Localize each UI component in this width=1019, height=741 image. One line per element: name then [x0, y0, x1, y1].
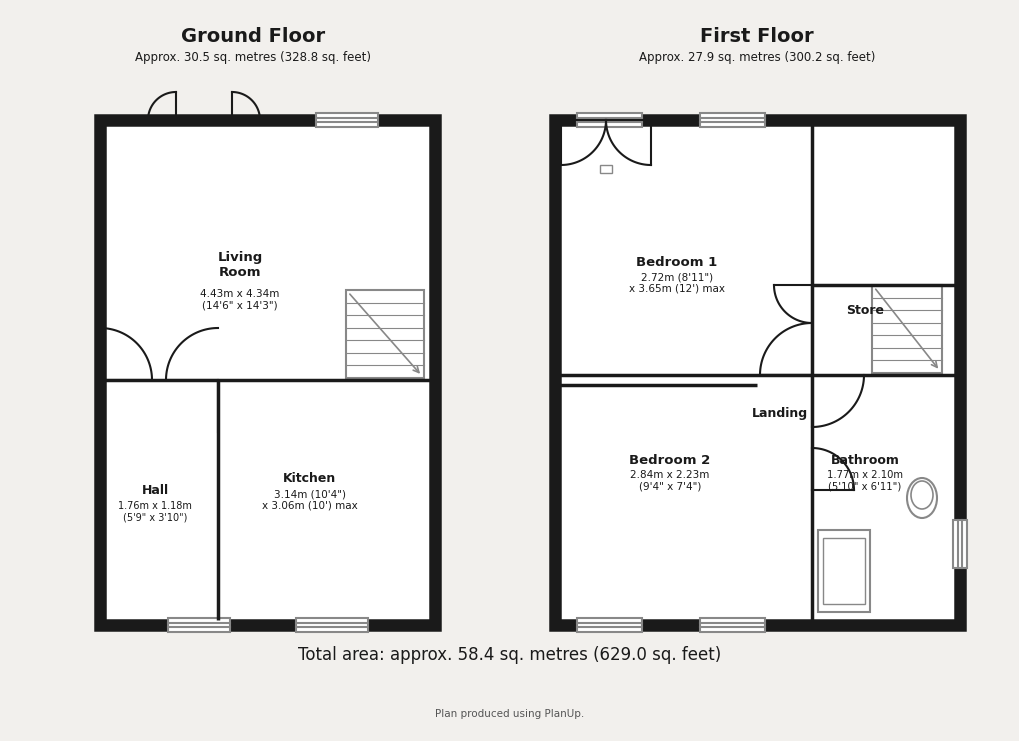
Bar — [345, 290, 424, 378]
Text: Total area: approx. 58.4 sq. metres (629.0 sq. feet): Total area: approx. 58.4 sq. metres (629… — [299, 646, 720, 664]
Text: Bedroom 1: Bedroom 1 — [636, 256, 717, 268]
Text: Ground Floor: Ground Floor — [180, 27, 325, 47]
Text: Approx. 30.5 sq. metres (328.8 sq. feet): Approx. 30.5 sq. metres (328.8 sq. feet) — [135, 52, 371, 64]
Text: 1.76m x 1.18m
(5'9" x 3'10"): 1.76m x 1.18m (5'9" x 3'10") — [118, 501, 192, 523]
Text: 2.84m x 2.23m
(9'4" x 7'4"): 2.84m x 2.23m (9'4" x 7'4") — [630, 471, 709, 492]
Bar — [871, 285, 942, 373]
Text: Living
Room: Living Room — [217, 251, 262, 279]
Text: First Floor: First Floor — [699, 27, 813, 47]
Text: 3.14m (10'4")
x 3.06m (10') max: 3.14m (10'4") x 3.06m (10') max — [262, 489, 358, 511]
Bar — [699, 618, 764, 632]
Ellipse shape — [906, 478, 936, 518]
Bar — [817, 530, 869, 612]
Text: Landing: Landing — [751, 407, 807, 419]
Text: Bedroom 2: Bedroom 2 — [629, 453, 710, 467]
Text: 4.43m x 4.34m
(14'6" x 14'3"): 4.43m x 4.34m (14'6" x 14'3") — [200, 289, 279, 310]
Bar — [577, 113, 641, 127]
Bar — [599, 165, 611, 173]
Bar — [822, 538, 864, 604]
Text: Hall: Hall — [142, 483, 168, 496]
Bar — [100, 120, 434, 625]
Bar — [316, 113, 378, 127]
Bar — [554, 120, 959, 625]
Bar — [699, 113, 764, 127]
Text: 2.72m (8'11")
x 3.65m (12') max: 2.72m (8'11") x 3.65m (12') max — [629, 272, 725, 293]
Text: 1.77m x 2.10m
(5'10" x 6'11"): 1.77m x 2.10m (5'10" x 6'11") — [826, 471, 902, 492]
Bar — [577, 618, 641, 632]
Text: Store: Store — [845, 304, 883, 316]
Text: Bathroom: Bathroom — [829, 453, 899, 467]
Text: Approx. 27.9 sq. metres (300.2 sq. feet): Approx. 27.9 sq. metres (300.2 sq. feet) — [638, 52, 874, 64]
Text: Kitchen: Kitchen — [283, 471, 336, 485]
Bar — [952, 520, 966, 568]
Text: Plan produced using PlanUp.: Plan produced using PlanUp. — [435, 709, 584, 719]
Bar — [296, 618, 368, 632]
Bar — [168, 618, 229, 632]
Ellipse shape — [910, 481, 932, 509]
